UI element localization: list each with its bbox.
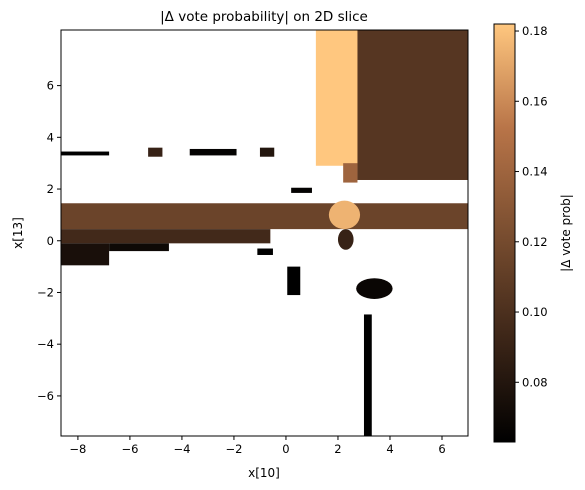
heatmap-region-8: [337, 229, 354, 250]
heatmap-region-5: [61, 243, 110, 266]
colorbar-ticks: 0.08 0.10 0.12 0.14 0.16 0.18: [515, 24, 548, 389]
y-axis-label: x[13]: [11, 217, 25, 249]
y-tick-label: −6: [37, 389, 54, 403]
y-tick-label: −4: [37, 337, 54, 351]
heatmap-region-3: [61, 203, 468, 230]
x-tick-label: −2: [225, 442, 242, 456]
x-axis-label: x[10]: [248, 466, 280, 480]
chart-title: |Δ vote probability| on 2D slice: [160, 9, 368, 25]
x-tick-label: −4: [173, 442, 190, 456]
heatmap-region-6: [109, 243, 169, 252]
heatmap-region-0: [315, 30, 363, 166]
y-tick-label: 2: [47, 182, 54, 196]
colorbar-tick-label: 0.16: [522, 94, 548, 108]
heatmap-region-4: [61, 229, 271, 244]
x-tick-label: 2: [334, 442, 341, 456]
heatmap-region-14: [257, 248, 273, 255]
y-tick-label: −2: [37, 285, 54, 299]
y-axis-ticks: −6 −4 −2 0 2 4 6: [37, 79, 61, 403]
heatmap-region-16: [356, 278, 393, 299]
heatmap-region-10: [148, 147, 163, 157]
heatmap-region-12: [259, 147, 275, 157]
heatmap-region-9: [61, 151, 110, 156]
y-tick-label: 4: [47, 130, 54, 144]
colorbar-tick-label: 0.14: [522, 165, 548, 179]
x-axis-ticks: −8 −6 −4 −2 0 2 4 6: [69, 436, 446, 456]
x-tick-label: −6: [121, 442, 138, 456]
heatmap-region-17: [363, 314, 372, 436]
heatmap-regions: [61, 30, 468, 436]
colorbar: [493, 23, 516, 443]
x-tick-label: 4: [386, 442, 393, 456]
heatmap-region-11: [189, 148, 237, 156]
colorbar-tick-label: 0.18: [522, 24, 548, 38]
heatmap-region-2: [343, 163, 358, 183]
x-tick-label: −8: [69, 442, 86, 456]
plot-frame: [60, 29, 469, 437]
x-tick-label: 0: [282, 442, 289, 456]
heatmap-region-7: [328, 200, 361, 230]
colorbar-tick-label: 0.08: [522, 375, 548, 389]
x-tick-label: 6: [438, 442, 445, 456]
heatmap-region-15: [287, 266, 301, 296]
colorbar-tick-label: 0.10: [522, 305, 548, 319]
heatmap-region-13: [291, 187, 312, 193]
y-tick-label: 0: [47, 234, 54, 248]
colorbar-label: |Δ vote prob|: [559, 194, 573, 272]
y-tick-label: 6: [47, 79, 54, 93]
colorbar-tick-label: 0.12: [522, 235, 548, 249]
heatmap-region-1: [357, 30, 468, 180]
